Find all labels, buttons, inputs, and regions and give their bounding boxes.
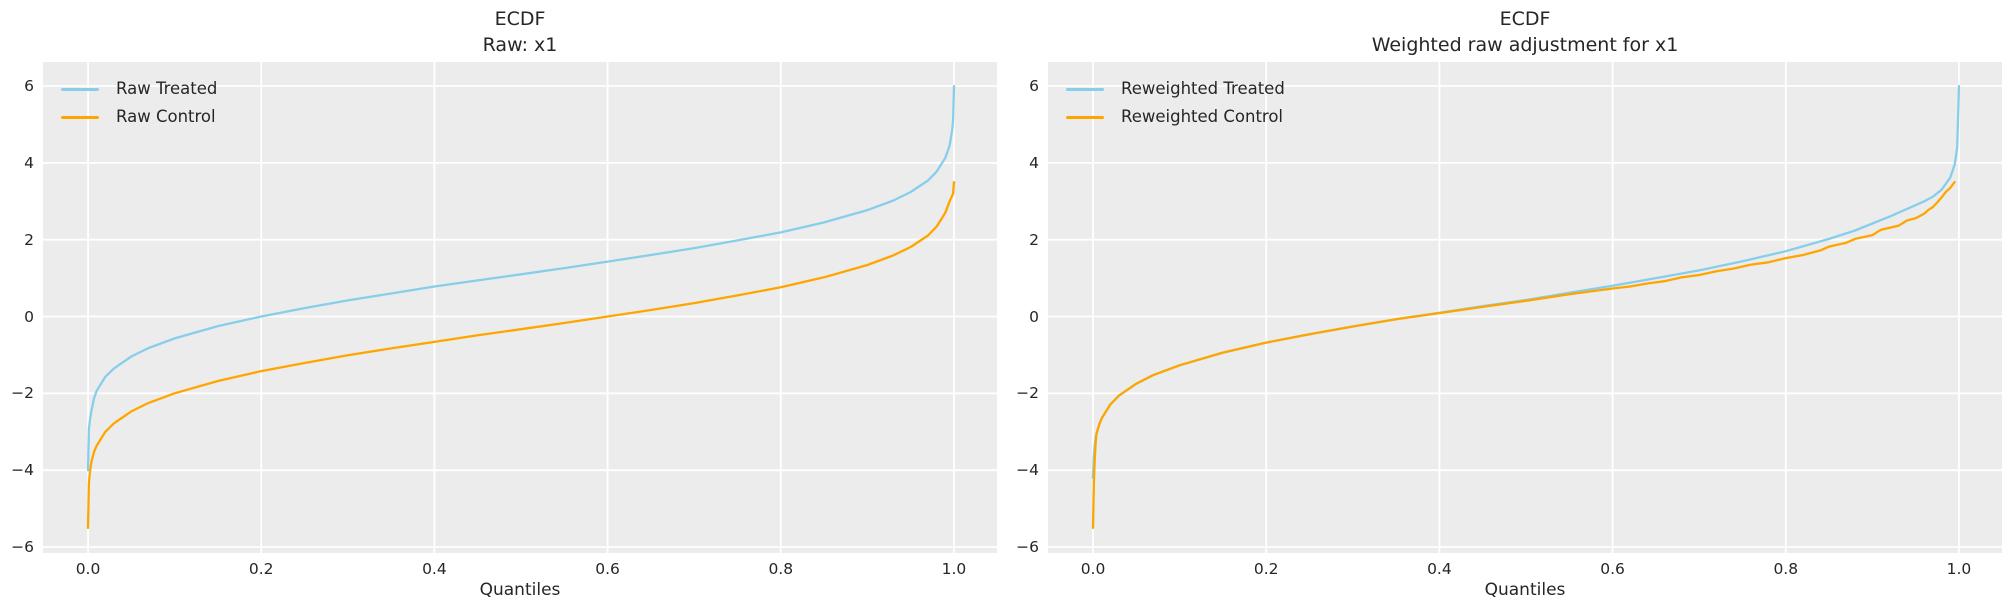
y-tick-label: 0 xyxy=(24,307,34,326)
legend-line-swatch xyxy=(1066,87,1104,91)
y-tick-label: −6 xyxy=(11,538,34,556)
x-tick-label: 0.0 xyxy=(75,560,101,578)
x-tick-label: 0.6 xyxy=(1600,560,1625,578)
series-line-raw-control xyxy=(86,180,956,529)
y-tick-label: 4 xyxy=(1029,153,1039,172)
x-tick-label: 0.0 xyxy=(1080,560,1106,578)
x-tick-label: 0.2 xyxy=(248,560,274,578)
x-tick-label: 0.6 xyxy=(595,560,620,578)
legend-label: Raw Control xyxy=(116,107,216,126)
x-tick-label: 0.8 xyxy=(1773,560,1799,578)
legend-line-swatch xyxy=(61,115,99,119)
legend-line-swatch xyxy=(1066,115,1104,119)
legend: Reweighted Treated Reweighted Control xyxy=(1066,75,1285,131)
y-tick-label: −4 xyxy=(1016,461,1039,480)
series-line-reweighted-control xyxy=(1091,180,1956,529)
y-tick-label: −2 xyxy=(1016,384,1039,403)
x-axis-label: Quantiles xyxy=(479,580,561,600)
y-tick-label: 2 xyxy=(1029,230,1039,249)
y-tick-label: −4 xyxy=(11,461,34,480)
series-line-raw-treated xyxy=(86,84,956,472)
series-line-reweighted-treated xyxy=(1091,84,1961,480)
x-tick-label: 1.0 xyxy=(1946,560,1972,578)
legend-item-raw-treated: Raw Treated xyxy=(61,75,217,103)
legend-item-raw-control: Raw Control xyxy=(61,103,217,131)
y-tick-label: 4 xyxy=(24,153,34,172)
y-tick-label: 2 xyxy=(24,230,34,249)
legend: Raw Treated Raw Control xyxy=(61,75,217,131)
plot-area xyxy=(1048,62,2002,553)
y-tick-label: 6 xyxy=(1029,77,1039,95)
chart-title: ECDF Weighted raw adjustment for x1 xyxy=(1371,8,1679,56)
x-axis-label: Quantiles xyxy=(1484,580,1566,600)
legend-line-swatch xyxy=(61,87,99,91)
chart-title: ECDF Raw: x1 xyxy=(482,8,558,56)
x-tick-label: 0.4 xyxy=(1427,560,1452,578)
y-tick-label: −6 xyxy=(1016,538,1039,556)
chart-weighted: ECDF Weighted raw adjustment for x1 Quan… xyxy=(1005,0,2011,611)
gridlines xyxy=(43,62,997,553)
x-tick-label: 1.0 xyxy=(941,560,967,578)
gridlines xyxy=(1048,62,2002,553)
y-tick-label: −2 xyxy=(11,384,34,403)
y-tick-label: 6 xyxy=(24,77,34,95)
chart-raw: ECDF Raw: x1 Quantiles 0.0 0.2 0.4 0.6 0.8 1.… xyxy=(0,0,1005,611)
legend-item-reweighted-control: Reweighted Control xyxy=(1066,103,1285,131)
legend-label: Raw Treated xyxy=(116,79,218,98)
plot-area xyxy=(43,62,997,553)
x-tick-label: 0.4 xyxy=(422,560,447,578)
y-tick-label: 0 xyxy=(1029,307,1039,326)
legend-item-reweighted-treated: Reweighted Treated xyxy=(1066,75,1285,103)
legend-label: Reweighted Treated xyxy=(1121,79,1285,98)
x-tick-label: 0.8 xyxy=(768,560,794,578)
legend-label: Reweighted Control xyxy=(1121,107,1284,126)
x-tick-label: 0.2 xyxy=(1253,560,1279,578)
